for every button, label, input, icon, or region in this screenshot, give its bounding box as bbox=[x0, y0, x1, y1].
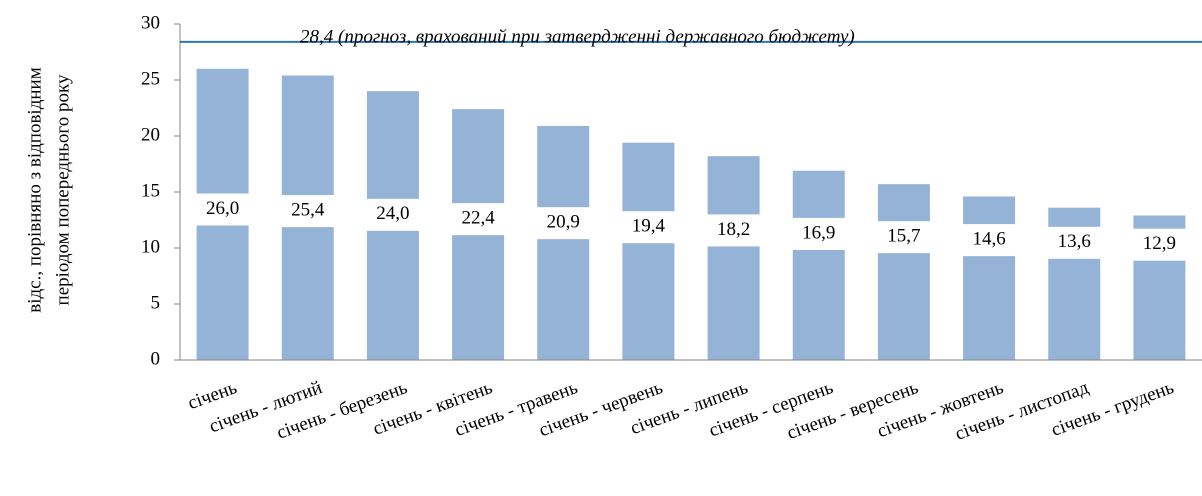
y-axis-title-line: періодом попереднього року bbox=[52, 74, 73, 305]
value-label-box bbox=[791, 217, 846, 250]
value-label-box bbox=[451, 203, 506, 236]
value-label: 26,0 bbox=[206, 198, 239, 219]
y-tick-label: 25 bbox=[141, 68, 160, 89]
bar bbox=[877, 184, 930, 360]
value-label-box bbox=[536, 207, 591, 240]
value-label-box bbox=[195, 193, 250, 226]
value-label: 13,6 bbox=[1058, 231, 1091, 252]
value-label-box bbox=[365, 198, 420, 231]
value-label: 18,2 bbox=[717, 219, 750, 240]
y-tick-label: 20 bbox=[141, 124, 160, 145]
reference-line-label: 28,4 (прогноз, врахований при затверджен… bbox=[300, 26, 855, 47]
value-label: 19,4 bbox=[632, 216, 666, 237]
value-label-box bbox=[706, 214, 761, 247]
y-tick-label: 5 bbox=[151, 292, 161, 313]
bar bbox=[537, 125, 590, 360]
bar bbox=[963, 196, 1016, 360]
value-label: 15,7 bbox=[887, 226, 920, 247]
y-tick-label: 30 bbox=[141, 12, 160, 33]
value-label: 24,0 bbox=[376, 203, 409, 224]
bar bbox=[707, 156, 760, 360]
value-label-box bbox=[280, 195, 335, 228]
value-label-box bbox=[1132, 228, 1187, 261]
value-label: 20,9 bbox=[547, 212, 580, 233]
value-label-box bbox=[962, 224, 1017, 257]
y-tick-label: 15 bbox=[141, 180, 160, 201]
value-label: 14,6 bbox=[972, 228, 1005, 249]
y-axis-title: відс., порівняно з відповідним періодом … bbox=[24, 67, 73, 312]
value-label: 25,4 bbox=[291, 199, 325, 220]
value-label: 12,9 bbox=[1143, 233, 1176, 254]
y-tick-label: 10 bbox=[141, 236, 160, 257]
bar bbox=[792, 170, 845, 360]
y-axis-title-line: відс., порівняно з відповідним bbox=[24, 67, 45, 312]
y-tick-label: 0 bbox=[151, 348, 161, 369]
value-label-box bbox=[1047, 226, 1102, 259]
value-label-box bbox=[621, 211, 676, 244]
bar bbox=[622, 142, 675, 360]
value-label: 22,4 bbox=[461, 208, 495, 229]
value-label: 16,9 bbox=[802, 222, 835, 243]
value-label-box bbox=[876, 221, 931, 254]
